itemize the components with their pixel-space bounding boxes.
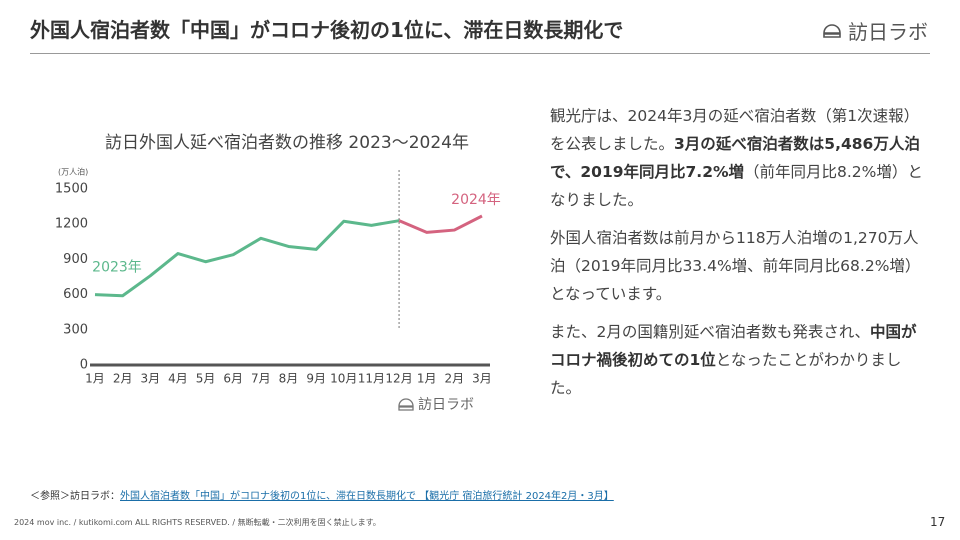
copyright: 2024 mov inc. / kutikomi.com ALL RIGHTS … <box>14 518 381 527</box>
slide-title: 外国人宿泊者数「中国」がコロナ後初の1位に、滞在日数長期化で <box>30 18 624 42</box>
text: 観光庁は、2024年3月の延べ宿泊者数（第1次速報）を公表しました。 <box>550 107 920 153</box>
reference-prefix: ＜参照＞訪日ラボ： <box>30 491 120 502</box>
logo-text: 訪日ラボ <box>848 20 928 44</box>
x-tick-label: 2月 <box>445 372 465 386</box>
x-tick-label: 3月 <box>472 372 492 386</box>
x-tick-label: 10月 <box>330 372 357 386</box>
x-tick-label: 7月 <box>251 372 271 386</box>
y-axis-label: (万人泊) <box>58 167 88 177</box>
x-tick-label: 6月 <box>223 372 243 386</box>
x-tick-label: 1月 <box>85 372 105 386</box>
y-tick-label: 600 <box>63 287 88 302</box>
x-tick-label: 8月 <box>279 372 299 386</box>
text: 外国人宿泊者数は前月から118万人泊増の1,270万人泊（2019年同月比33.… <box>550 229 921 303</box>
y-tick-label: 300 <box>63 322 88 337</box>
text: また、2月の国籍別延べ宿泊者数も発表され、 <box>550 323 871 341</box>
paragraph: 観光庁は、2024年3月の延べ宿泊者数（第1次速報）を公表しました。3月の延べ宿… <box>550 102 928 214</box>
y-tick-label: 900 <box>63 252 88 267</box>
divider <box>30 53 930 54</box>
emphasis: 中国がコロナ禍後初めての1位 <box>550 323 917 369</box>
body-text: 観光庁は、2024年3月の延べ宿泊者数（第1次速報）を公表しました。3月の延べ宿… <box>550 102 928 412</box>
chart: 訪日外国人延べ宿泊者数の推移 2023〜2024年 (万人泊) 訪日ラボ 0 30… <box>55 133 501 413</box>
series-label: 2023年 <box>92 260 142 276</box>
reference: ＜参照＞訪日ラボ：外国人宿泊者数「中国」がコロナ後初の1位に、滞在日数長期化で … <box>30 487 614 502</box>
x-tick-label: 12月 <box>385 372 412 386</box>
chart-logo-text: 訪日ラボ <box>418 397 474 413</box>
chart-logo: 訪日ラボ <box>398 397 474 413</box>
paragraph: 外国人宿泊者数は前月から118万人泊増の1,270万人泊（2019年同月比33.… <box>550 224 928 308</box>
y-tick-label: 1200 <box>55 217 88 232</box>
text: （前年同月比8.2%増）となりました。 <box>550 163 923 209</box>
x-tick-label: 2月 <box>113 372 133 386</box>
x-tick-label: 3月 <box>140 372 160 386</box>
paragraph: また、2月の国籍別延べ宿泊者数も発表され、中国がコロナ禍後初めての1位となったこ… <box>550 318 928 402</box>
logo-icon <box>823 23 841 38</box>
series-line <box>94 219 400 298</box>
x-tick-label: 4月 <box>168 372 188 386</box>
page-number: 17 <box>930 515 946 529</box>
chart-title: 訪日外国人延べ宿泊者数の推移 2023〜2024年 <box>105 133 469 153</box>
logo: 訪日ラボ <box>822 16 928 45</box>
series-label: 2024年 <box>451 192 501 208</box>
series-line <box>398 214 483 234</box>
text: となったことがわかりました。 <box>550 351 902 397</box>
x-tick-label: 5月 <box>196 372 216 386</box>
y-tick-label: 1500 <box>55 182 88 197</box>
reference-link[interactable]: 外国人宿泊者数「中国」がコロナ後初の1位に、滞在日数長期化で 【観光庁 宿泊旅行… <box>120 491 614 502</box>
x-tick-label: 1月 <box>417 372 437 386</box>
y-tick-label: 0 <box>80 358 88 373</box>
emphasis: 3月の延べ宿泊者数は5,486万人泊で、2019年同月比7.2%増 <box>550 135 920 181</box>
x-tick-label: 11月 <box>358 372 385 386</box>
x-tick-label: 9月 <box>306 372 326 386</box>
